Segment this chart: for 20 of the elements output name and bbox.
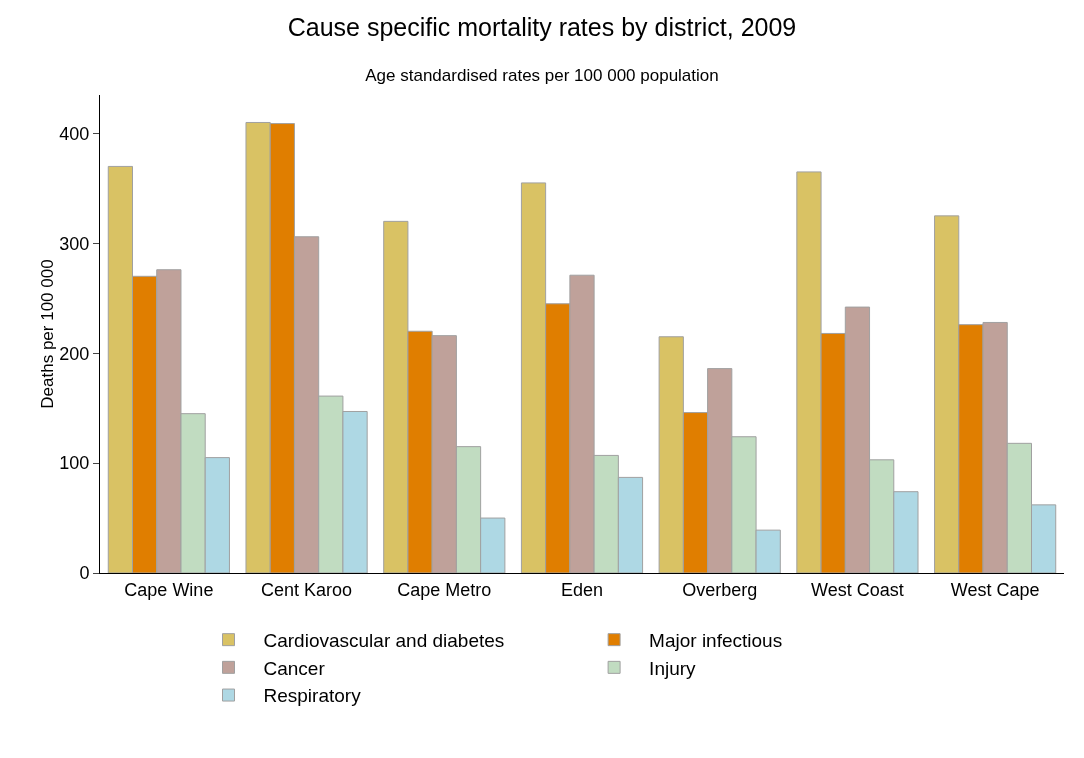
- legend-label: Injury: [649, 657, 697, 679]
- y-tick-label: 100: [59, 453, 90, 474]
- x-tick-label: West Coast: [811, 579, 904, 600]
- legend-label: Cardiovascular and diabetes: [263, 630, 505, 652]
- chart-subtitle: Age standardised rates per 100 000 population: [365, 65, 719, 85]
- x-tick-label: Eden: [560, 579, 604, 600]
- y-tick-label: 0: [79, 563, 90, 584]
- x-tick-label: Overberg: [682, 579, 758, 600]
- legend-label: Cancer: [263, 657, 326, 679]
- x-tick-label: West Cape: [950, 579, 1040, 600]
- x-tick-label: Cent Karoo: [261, 579, 353, 600]
- legend-label: Respiratory: [263, 685, 362, 707]
- y-tick-label: 200: [59, 343, 90, 364]
- x-tick-label: Cape Metro: [397, 579, 492, 600]
- y-tick-label: 400: [59, 123, 90, 144]
- y-tick-label: 300: [59, 233, 90, 254]
- chart-title: Cause specific mortality rates by district, 2009: [287, 13, 797, 42]
- x-tick-label: Cape Wine: [124, 579, 214, 600]
- y-axis-title: Deaths per 100 000: [38, 259, 58, 409]
- legend-label: Major infectious: [649, 630, 783, 652]
